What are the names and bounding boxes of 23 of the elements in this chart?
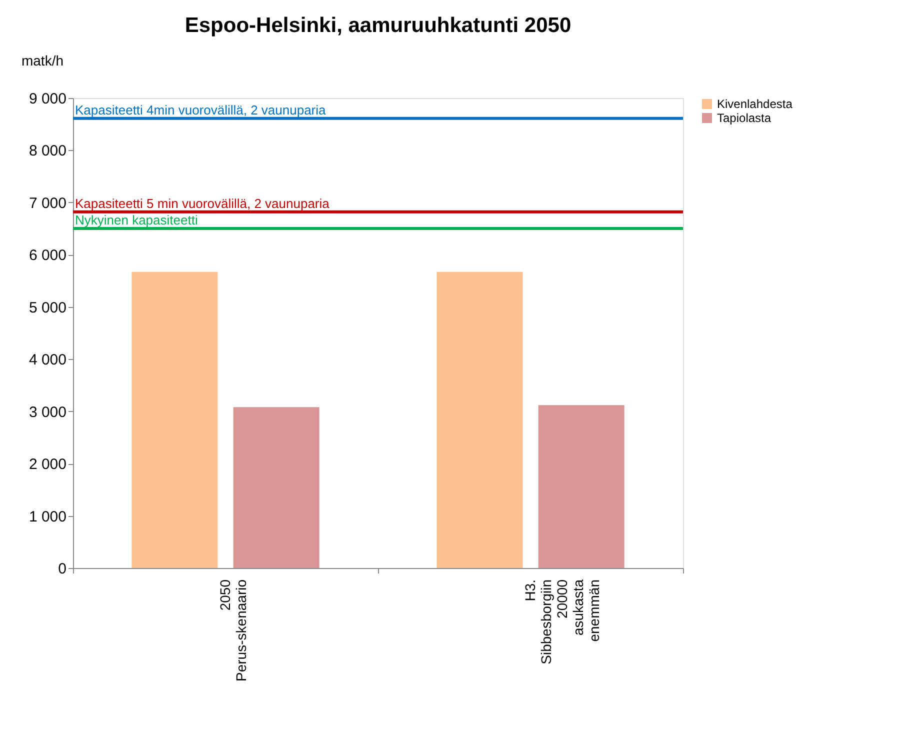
legend-label: Kivenlahdesta	[717, 97, 793, 111]
y-tick-label: 7 000	[28, 194, 66, 212]
ref-line-label: Nykyinen kapasiteetti	[75, 212, 198, 228]
bar	[132, 272, 218, 568]
x-tick-label: H3. Sibbesborgiin 20000 asukasta enemmän	[522, 579, 602, 664]
x-tick-label: 2050 Perus-skenaario	[217, 579, 249, 682]
bar	[538, 405, 624, 568]
y-tick-label: 1 000	[28, 508, 66, 526]
ref-line-label: Kapasiteetti 4min vuorovälillä, 2 vaunuparia	[75, 102, 327, 118]
y-tick-label: 4 000	[28, 352, 66, 369]
y-tick-label: 0	[58, 560, 66, 578]
chart-title: Espoo-Helsinki, aamuruuhkatunti 2050	[184, 14, 572, 37]
y-tick-label: 2 000	[28, 456, 66, 474]
y-tick-label: 9 000	[28, 90, 66, 108]
y-axis-title: matk/h	[21, 52, 64, 68]
bar	[233, 407, 320, 568]
legend-label: Tapiolasta	[717, 111, 772, 125]
ref-line-label: Kapasiteetti 5 min vuorovälillä, 2 vaunuparia	[75, 196, 330, 211]
y-tick-label: 5 000	[28, 299, 66, 316]
y-tick-label: 3 000	[28, 404, 66, 421]
y-tick-label: 6 000	[28, 247, 66, 264]
bar	[436, 272, 523, 568]
y-tick-label: 8 000	[28, 142, 66, 160]
